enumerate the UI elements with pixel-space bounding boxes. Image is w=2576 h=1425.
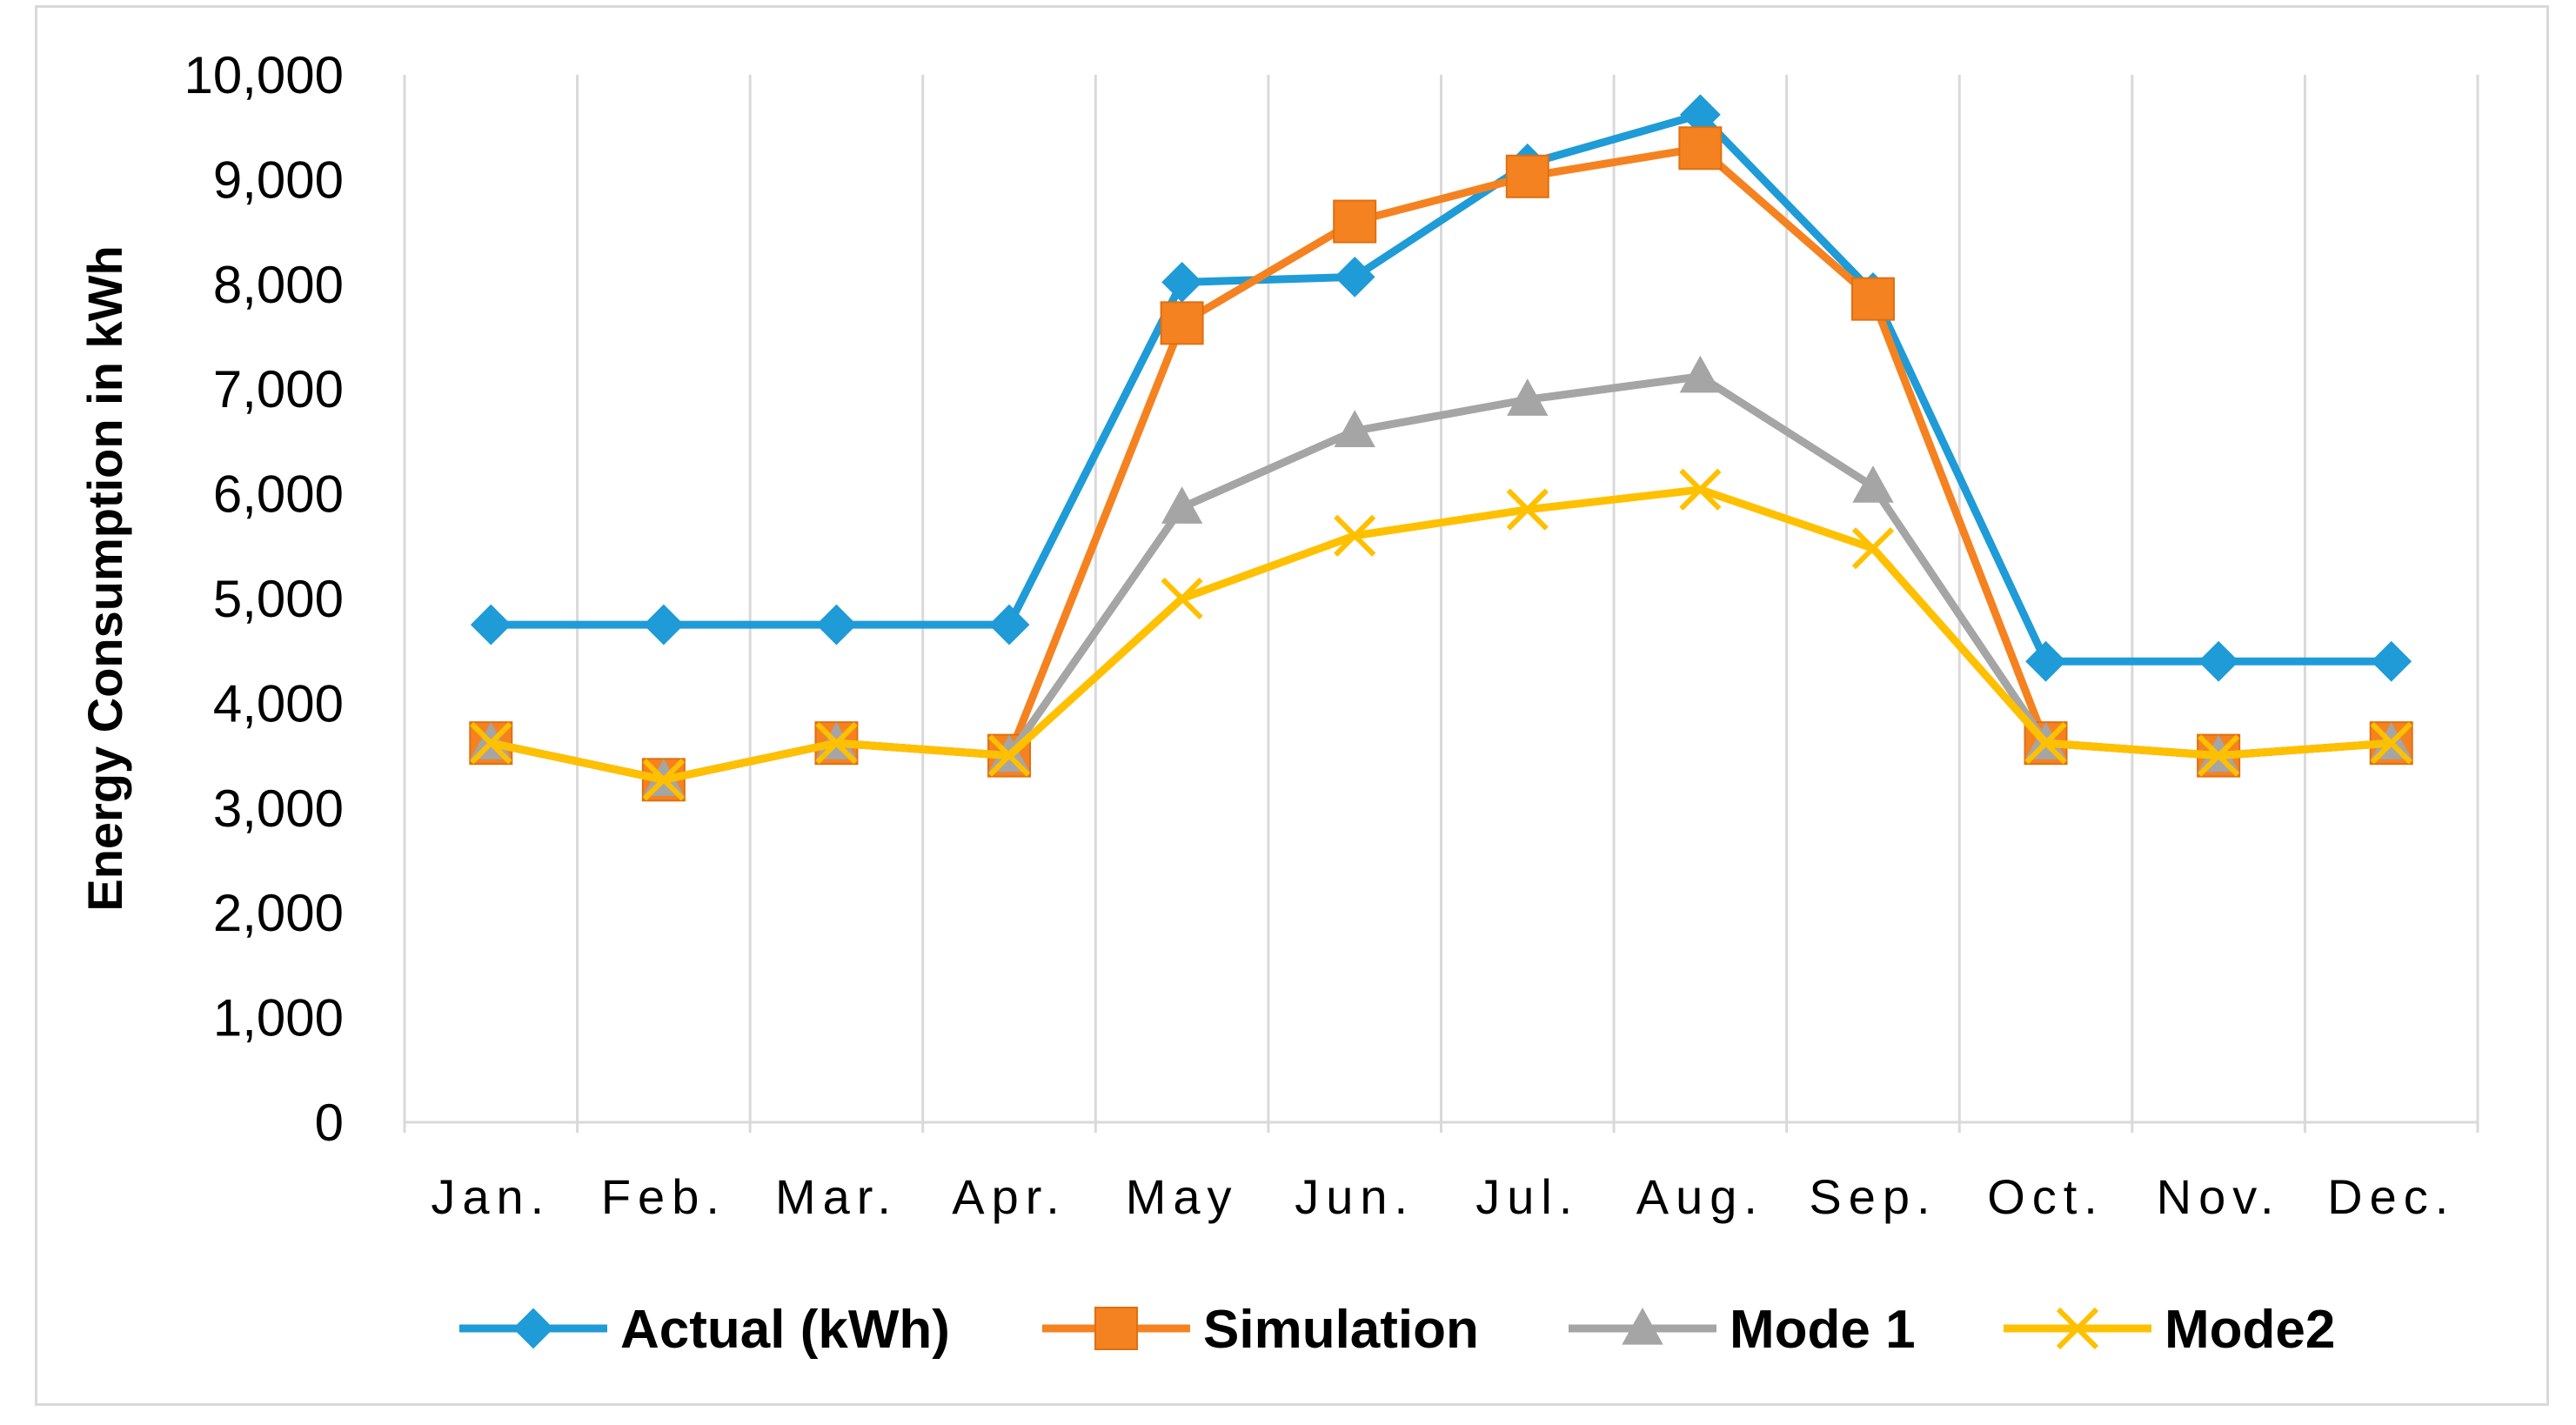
x-tick-label: Feb. [601, 1169, 726, 1224]
data-point-mode-1 [1334, 410, 1375, 447]
y-tick-label: 4,000 [213, 674, 344, 733]
legend-marker-mode2 [2056, 1307, 2099, 1350]
data-point-mode2 [2198, 734, 2240, 777]
y-tick-label: 10,000 [184, 46, 344, 104]
data-point-mode2 [642, 759, 685, 801]
data-point-mode2 [987, 734, 1031, 777]
data-point-simulation [1333, 199, 1377, 244]
data-point-mode2 [1679, 468, 1722, 511]
chart-frame [35, 5, 2549, 1406]
y-tick-label: 1,000 [213, 989, 344, 1047]
data-point-mode2 [1506, 488, 1549, 531]
x-tick-label: Nov. [2157, 1169, 2281, 1224]
data-point-mode-1 [1852, 465, 1894, 503]
data-point-mode2 [2024, 722, 2067, 765]
y-tick-label: 2,000 [213, 884, 344, 942]
y-tick-label: 7,000 [213, 360, 344, 418]
x-tick-label: Jan. [431, 1169, 551, 1224]
legend-label-mode-1: Mode 1 [1730, 1300, 1916, 1360]
data-point-simulation [1678, 126, 1723, 171]
legend-label-mode2: Mode2 [2165, 1300, 2335, 1360]
x-tick-label: Aug. [1636, 1169, 1764, 1224]
y-tick-label: 3,000 [213, 779, 344, 838]
x-tick-labels: Jan. Feb. Mar. Apr. May Jun. Jul. Aug. Sep. Oct. N… [431, 1169, 2455, 1224]
series-lines [469, 94, 2413, 802]
data-point-mode2 [2370, 722, 2412, 765]
legend-marker-actual-kwh [512, 1308, 554, 1349]
legend-marker-simulation [1094, 1307, 1138, 1350]
x-tick-label: Oct. [1987, 1169, 2104, 1224]
y-tick-label: 8,000 [213, 256, 344, 314]
data-point-mode-1 [1507, 378, 1549, 416]
axes [403, 1121, 2479, 1133]
x-tick-label: Jun. [1295, 1169, 1415, 1224]
data-point-actual-kwh [643, 604, 685, 646]
data-point-actual-kwh [1334, 256, 1375, 298]
data-point-simulation [1505, 154, 1549, 198]
y-tick-label: 0 [315, 1094, 344, 1152]
y-tick-label: 9,000 [213, 151, 344, 209]
legend: Actual (kWh) Simulation Mode 1 Mode2 [459, 1300, 2335, 1360]
grid-lines [403, 75, 2479, 1122]
data-point-actual-kwh [2198, 640, 2239, 682]
x-tick-label: Sep. [1809, 1169, 1937, 1224]
data-point-mode2 [1161, 577, 1203, 620]
legend-label-actual-kwh: Actual (kWh) [620, 1300, 950, 1360]
x-tick-label: Dec. [2327, 1169, 2455, 1224]
x-tick-label: Mar. [775, 1169, 898, 1224]
x-tick-label: Jul. [1475, 1169, 1579, 1224]
data-point-actual-kwh [2025, 640, 2066, 682]
y-axis-label: Energy Consumption in kWh [77, 245, 132, 911]
x-tick-label: May [1126, 1169, 1239, 1224]
legend-label-simulation: Simulation [1203, 1300, 1479, 1360]
y-tick-labels: 0 1,000 2,000 3,000 4,000 5,000 6,000 7,000 8,00… [184, 46, 344, 1152]
data-point-mode-1 [1679, 355, 1722, 393]
y-tick-label: 6,000 [213, 465, 344, 524]
data-point-actual-kwh [470, 604, 512, 646]
data-point-actual-kwh [2371, 640, 2412, 682]
series-line-mode2 [490, 485, 2392, 784]
series-line-actual-kwh [491, 110, 2392, 666]
data-point-actual-kwh [1161, 261, 1203, 303]
legend-marker-mode-1 [1622, 1307, 1663, 1345]
data-point-simulation [1160, 301, 1204, 345]
data-point-mode2 [470, 722, 512, 765]
data-point-actual-kwh [988, 604, 1030, 646]
data-point-actual-kwh [816, 604, 857, 646]
data-point-simulation [1850, 277, 1895, 321]
x-tick-label: Apr. [952, 1169, 1067, 1224]
data-point-mode2 [1334, 514, 1376, 557]
data-point-mode-1 [1161, 486, 1203, 524]
y-tick-label: 5,000 [213, 570, 344, 628]
data-point-mode2 [1851, 527, 1895, 570]
data-point-mode2 [815, 722, 858, 765]
